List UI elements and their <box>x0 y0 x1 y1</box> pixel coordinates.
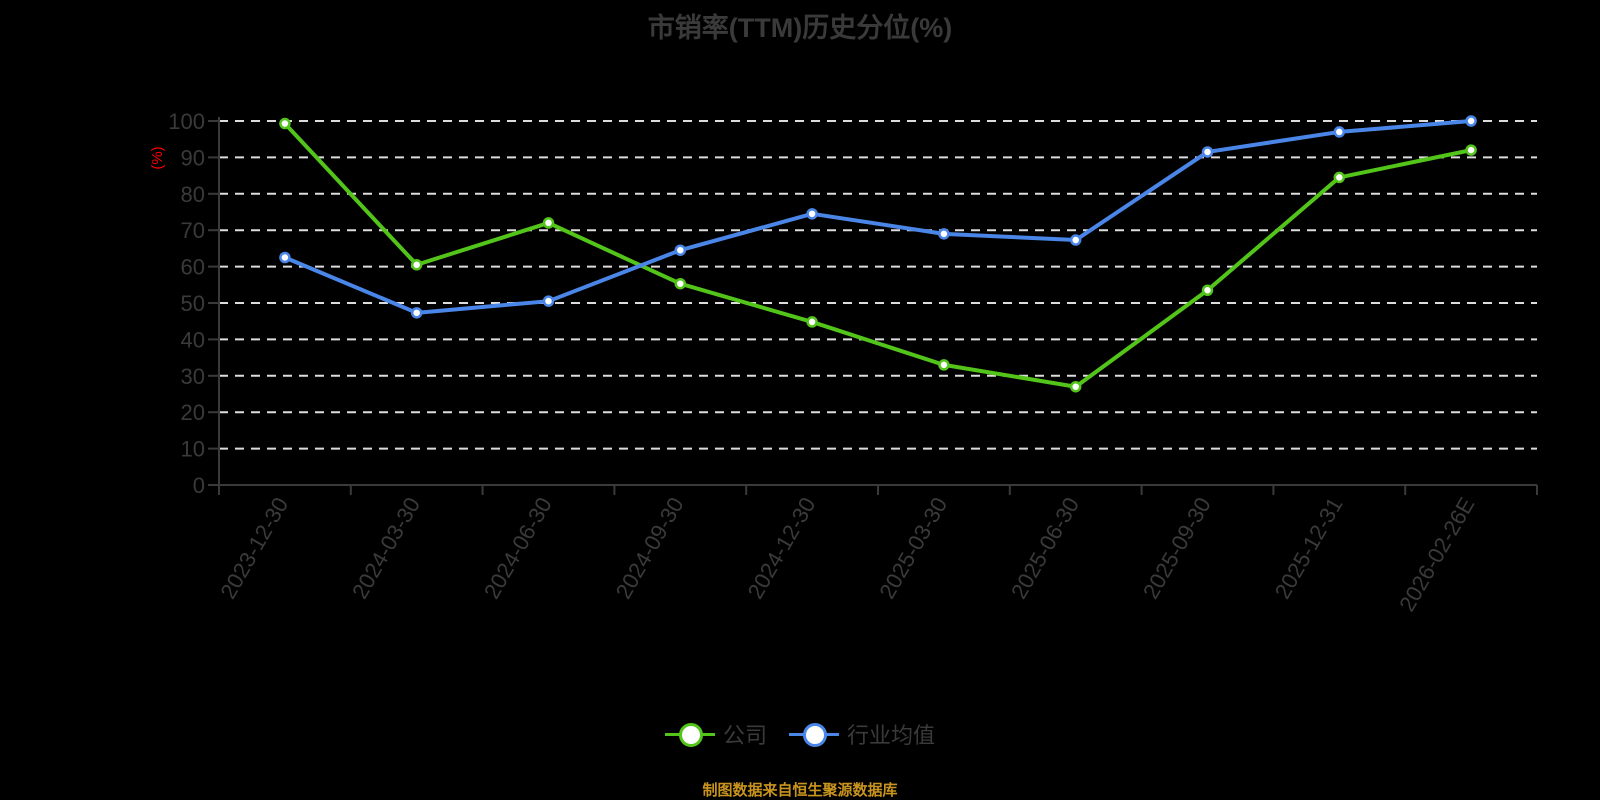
y-tick-label: 80 <box>181 182 205 207</box>
legend-company-label: 公司 <box>722 723 767 748</box>
x-tick-label: 2023-12-30 <box>215 493 293 603</box>
y-tick-label: 50 <box>181 291 205 316</box>
y-tick-label: 70 <box>181 218 205 243</box>
x-tick-label: 2024-03-30 <box>347 493 425 603</box>
data-point[interactable] <box>1465 144 1477 156</box>
data-point[interactable] <box>806 208 818 220</box>
data-point[interactable] <box>1201 146 1214 158</box>
data-point[interactable] <box>542 217 555 229</box>
legend-item-company[interactable]: 公司 <box>664 718 767 750</box>
data-point[interactable] <box>938 228 950 240</box>
y-tick-label: 20 <box>181 400 205 425</box>
y-tick-label: 90 <box>181 145 205 170</box>
x-axis: 2023-12-30 2024-03-30 2024-06-30 2024-09-30… <box>215 484 1538 616</box>
y-tick-label: 60 <box>181 255 205 280</box>
y-tick-label: 0 <box>193 473 205 498</box>
data-point[interactable] <box>542 295 555 307</box>
y-tick-label: 10 <box>181 437 205 462</box>
data-point[interactable] <box>1069 380 1082 393</box>
data-point[interactable] <box>1069 234 1082 246</box>
data-point[interactable] <box>1201 284 1214 297</box>
data-point[interactable] <box>279 117 291 130</box>
series-lines <box>279 115 1477 393</box>
legend: 公司 行业均值 <box>0 718 1600 750</box>
data-point[interactable] <box>674 244 687 256</box>
data-point[interactable] <box>1465 115 1477 127</box>
x-tick-label: 2026-02-26E <box>1394 493 1479 616</box>
y-tick-label: 30 <box>181 364 205 389</box>
y-axis: 0 10 20 30 40 50 60 70 80 90 100 <box>168 109 220 498</box>
x-tick-label: 2025-03-30 <box>874 493 952 603</box>
x-tick-label: 2024-06-30 <box>479 493 557 603</box>
data-point[interactable] <box>410 259 423 271</box>
x-tick-label: 2025-09-30 <box>1138 493 1216 603</box>
data-point[interactable] <box>279 251 291 264</box>
data-point[interactable] <box>938 359 950 371</box>
x-tick-label: 2024-12-30 <box>743 493 821 603</box>
chart-title: 市销率(TTM)历史分位(%) <box>647 13 953 43</box>
data-point[interactable] <box>1333 171 1346 184</box>
y-tick-label: 40 <box>181 327 205 352</box>
series-company <box>279 117 1477 393</box>
data-source-note: 制图数据来自恒生聚源数据库 <box>702 782 898 799</box>
data-point[interactable] <box>674 277 687 290</box>
x-tick-label: 2024-09-30 <box>611 493 689 603</box>
legend-industry-icon <box>789 721 839 747</box>
data-point[interactable] <box>806 316 818 328</box>
legend-company-icon <box>664 721 715 747</box>
data-point[interactable] <box>410 307 423 319</box>
grid-lines <box>219 120 1537 450</box>
y-tick-label: 100 <box>168 109 205 134</box>
series-industry-avg <box>279 115 1477 319</box>
legend-item-industry-avg[interactable]: 行业均值 <box>789 718 935 750</box>
legend-industry-label: 行业均值 <box>847 723 936 748</box>
x-tick-label: 2025-06-30 <box>1006 493 1084 603</box>
y-axis-unit-label: (%) <box>149 146 166 169</box>
data-point[interactable] <box>1333 126 1346 138</box>
x-tick-label: 2025-12-31 <box>1270 493 1348 603</box>
